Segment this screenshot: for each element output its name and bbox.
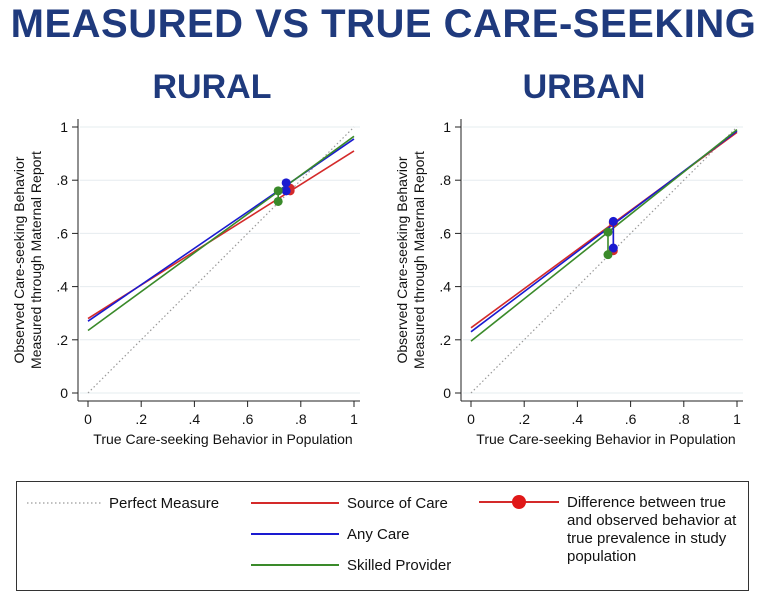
y-tick-label: 1 [60,119,68,135]
y-axis-label-line2: Measured through Maternal Report [411,151,427,369]
difference-point-observed-skilled-provider [273,186,283,196]
difference-point-true-any-care [281,186,291,196]
y-axis-label-line1: Observed Care-seeking Behavior [394,156,410,363]
legend-difference-swatch [479,495,559,509]
y-tick-label: .2 [56,332,68,348]
legend-source-label: Source of Care [347,495,448,512]
legend-difference-label: Difference between true and observed beh… [567,494,737,565]
series-line-perfect [87,126,355,394]
y-axis-label-line2: Measured through Maternal Report [28,151,44,369]
difference-point-observed-any-care [608,216,618,226]
legend-perfect-swatch [27,502,103,504]
y-tick-label: 0 [60,385,68,401]
legend-any-swatch [251,533,339,535]
x-tick-label: 0 [84,411,92,427]
series-line-skilled-provider [87,135,355,332]
legend-perfect-label: Perfect Measure [109,495,220,512]
series-line-skilled-provider [470,129,738,342]
difference-point-true-skilled-provider [603,250,613,260]
legend-skilled-label: Skilled Provider [347,557,452,574]
y-tick-label: .2 [439,332,451,348]
x-tick-label: 1 [733,411,741,427]
rural-chart: 0 .2 .4 .6 .8 1 0 .2 .4 .6 .8 1 True Care-seeking Be… [11,119,360,447]
x-tick-label: .4 [572,411,584,427]
y-tick-label: .6 [56,225,68,241]
y-tick-label: .6 [439,225,451,241]
panel-title-rural: RURAL [152,68,272,106]
panel-title-urban: URBAN [522,68,646,106]
x-axis-label: True Care-seeking Behavior in Population [93,431,352,447]
y-tick-label: .8 [56,172,68,188]
x-tick-label: .8 [295,411,307,427]
legend-skilled-swatch [251,564,339,566]
y-tick-label: 1 [443,119,451,135]
legend-source-swatch [251,502,339,504]
x-tick-label: 0 [467,411,475,427]
x-tick-label: .6 [625,411,637,427]
series-line-perfect [470,126,738,394]
difference-point-true-skilled-provider [273,196,283,206]
x-tick-label: .4 [189,411,201,427]
legend-any-label: Any Care [347,526,410,543]
y-tick-label: 0 [443,385,451,401]
difference-point-true-any-care [608,243,618,253]
x-tick-label: .2 [518,411,530,427]
y-tick-label: .4 [439,279,451,295]
x-tick-label: .6 [242,411,254,427]
difference-point-observed-skilled-provider [603,227,613,237]
x-axis-label: True Care-seeking Behavior in Population [476,431,735,447]
x-tick-label: .8 [678,411,690,427]
main-title: MEASURED VS TRUE CARE-SEEKING [10,2,757,46]
legend: Perfect Measure Source of Care Any Care … [16,481,749,591]
x-tick-label: .2 [135,411,147,427]
y-tick-label: .4 [56,279,68,295]
difference-point-observed-any-care [281,178,291,188]
y-tick-label: .8 [439,172,451,188]
x-tick-label: 1 [350,411,358,427]
y-axis-label-line1: Observed Care-seeking Behavior [11,156,27,363]
urban-chart: 0 .2 .4 .6 .8 1 0 .2 .4 .6 .8 1 True Care-seeking Be… [394,119,743,447]
